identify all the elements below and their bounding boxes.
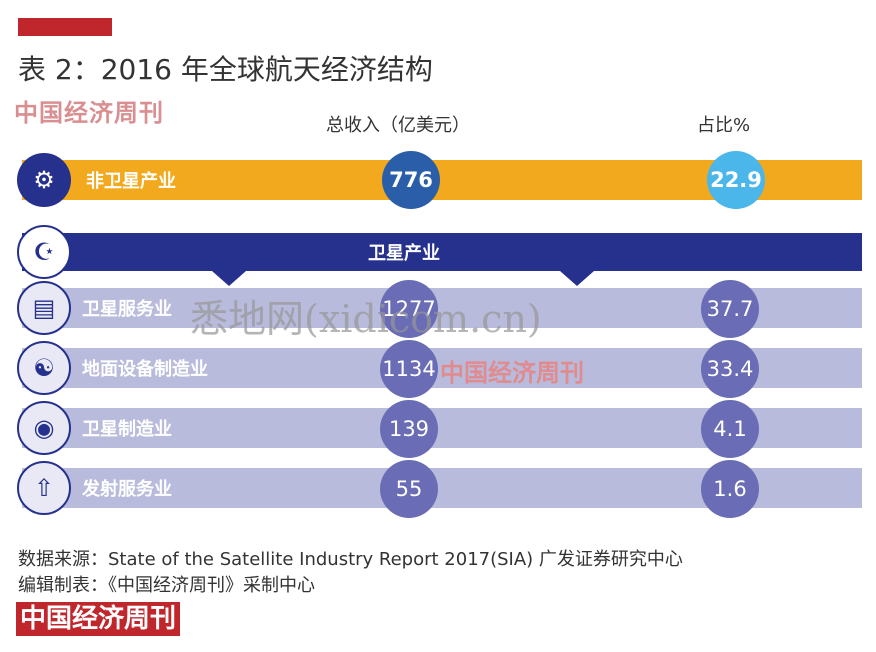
- revenue-value: 1134: [380, 340, 438, 398]
- row-label: 地面设备制造业: [82, 359, 208, 380]
- revenue-value: 139: [380, 400, 438, 458]
- row-label: 非卫星产业: [86, 171, 176, 192]
- server-icon: ▤: [17, 281, 71, 335]
- footer-logo: 中国经济周刊: [16, 602, 181, 636]
- watermark-site: 悉地网(xidicom.cn): [190, 297, 542, 341]
- row-satellite-header: 卫星产业: [22, 233, 862, 271]
- share-value: 37.7: [701, 280, 759, 338]
- chart-title: 表 2：2016 年全球航天经济结构: [18, 53, 433, 86]
- row-label: 卫星产业: [368, 243, 440, 264]
- row-label: 发射服务业: [82, 479, 172, 500]
- column-header-share: 占比%: [697, 115, 751, 136]
- editor-note: 编辑制表：《中国经济周刊》采制中心: [18, 575, 315, 596]
- share-value: 1.6: [701, 460, 759, 518]
- revenue-value: 55: [380, 460, 438, 518]
- revenue-value: 1277: [380, 280, 438, 338]
- row-label: 卫星服务业: [82, 299, 172, 320]
- arrow-down-icon: [560, 271, 594, 286]
- ground-station-icon: ☯: [17, 341, 71, 395]
- row-label: 卫星制造业: [82, 419, 172, 440]
- satellite-icon: ☪: [17, 225, 71, 279]
- column-header-revenue: 总收入（亿美元）: [326, 115, 470, 136]
- robot-icon: ⚙: [17, 153, 71, 207]
- arrow-down-icon: [212, 271, 246, 286]
- share-value: 33.4: [701, 340, 759, 398]
- watermark-logo: 中国经济周刊: [440, 358, 584, 387]
- share-value: 22.9: [707, 151, 765, 209]
- share-value: 4.1: [701, 400, 759, 458]
- rocket-icon: ⇧: [17, 461, 71, 515]
- revenue-value: 776: [382, 151, 440, 209]
- source-note: 数据来源：State of the Satellite Industry Rep…: [18, 549, 683, 570]
- watermark-logo: 中国经济周刊: [14, 98, 164, 127]
- accent-bar: [18, 18, 112, 36]
- capsule-icon: ◉: [17, 401, 71, 455]
